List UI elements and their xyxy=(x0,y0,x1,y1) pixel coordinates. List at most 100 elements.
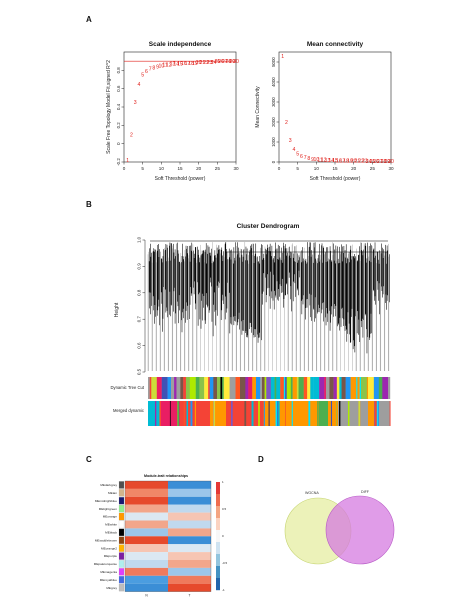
module-color-segment xyxy=(285,377,287,399)
module-color-segment xyxy=(333,377,338,399)
module-color-segment xyxy=(204,377,209,399)
heatmap-cell xyxy=(168,575,211,584)
plot-frame xyxy=(123,51,237,163)
y-tick-label: 0.8 xyxy=(137,289,142,296)
data-point-label: 16 xyxy=(181,61,187,67)
module-color-swatch xyxy=(118,536,125,544)
merged-module-segment xyxy=(213,401,214,426)
merged-module-segment xyxy=(190,401,193,426)
data-point-label: 8 xyxy=(152,65,155,71)
data-point-label: 21 xyxy=(200,60,206,66)
heatmap-cell xyxy=(168,504,211,513)
x-axis-label: Soft Threshold (power) xyxy=(310,176,361,182)
y-tick-label: -0.2 xyxy=(116,158,121,166)
module-color-segment xyxy=(266,377,272,399)
merged-module-segment xyxy=(194,401,197,426)
x-tick-label: 20 xyxy=(196,166,202,171)
data-point-label: 7 xyxy=(304,155,307,161)
module-color-segment xyxy=(378,377,383,399)
y-tick-label: 0.4 xyxy=(116,103,121,110)
module-color-segment xyxy=(213,377,218,399)
merged-module-segment xyxy=(377,401,379,426)
heatmap-cell xyxy=(125,512,168,521)
module-color-segment xyxy=(283,377,286,399)
module-color-segment xyxy=(216,377,221,399)
data-point-label: 4 xyxy=(137,82,140,88)
module-color-segment xyxy=(298,377,304,399)
heatmap-cell xyxy=(125,567,168,576)
legend-gradient-step xyxy=(216,530,220,543)
heatmap-frame xyxy=(124,480,212,592)
merged-module-segment xyxy=(169,401,171,426)
merged-module-segment xyxy=(347,401,350,426)
data-point-label: 13 xyxy=(170,62,176,68)
data-point-label: 25 xyxy=(369,159,375,165)
module-color-segment xyxy=(292,377,298,399)
merged-module-segment xyxy=(339,401,341,426)
module-row-label: MEdarkgrey xyxy=(100,483,117,487)
legend-gradient-step xyxy=(216,566,220,579)
heatmap-title: Module-trait relationships xyxy=(144,474,188,478)
heatmap-cell xyxy=(168,481,211,489)
module-color-segment xyxy=(223,377,230,399)
merged-module-segment xyxy=(251,401,254,426)
module-color-segment xyxy=(161,377,168,399)
merged-module-segment xyxy=(148,401,160,426)
venn-set-label-diff: DIFF xyxy=(361,490,370,494)
module-color-segment xyxy=(229,377,236,399)
module-color-segment xyxy=(209,377,214,399)
module-row-label: MEpaleturquoise xyxy=(94,562,117,566)
dendrogram-title: Cluster Dendrogram xyxy=(237,223,300,230)
module-color-segment xyxy=(235,377,241,399)
data-point-label: 29 xyxy=(229,59,235,65)
module-color-segment xyxy=(176,377,181,399)
module-color-segment xyxy=(245,377,249,399)
data-point-label: 25 xyxy=(214,59,220,65)
heatmap-cell xyxy=(168,512,211,521)
data-point-label: 16 xyxy=(336,158,342,164)
heatmap-color-legend: 1 0.5 0 -0.5 -1 xyxy=(216,480,228,592)
module-row-label: MElightgreen xyxy=(99,507,118,511)
data-point-label: 3 xyxy=(289,138,292,144)
merged-module-segment xyxy=(186,401,189,426)
module-row-label: MEroyalblue xyxy=(100,578,117,582)
merged-module-segment xyxy=(336,401,337,426)
merged-module-segment xyxy=(389,401,391,426)
merged-module-segment xyxy=(210,401,226,426)
y-tick-label: 4000 xyxy=(271,77,276,87)
module-color-segment xyxy=(260,377,263,399)
heatmap-cell xyxy=(125,536,168,545)
heatmap-cell xyxy=(125,528,168,537)
heatmap-cell xyxy=(125,575,168,584)
module-color-segment xyxy=(313,377,320,399)
plot-title: Scale independence xyxy=(149,41,212,48)
heatmap-cell xyxy=(125,520,168,529)
module-row-label: MEblack xyxy=(105,530,117,534)
merged-module-segment xyxy=(244,401,247,426)
mean-connectivity-plot: Mean connectivity Soft Threshold (power) M… xyxy=(255,41,394,182)
heatmap-cell xyxy=(125,552,168,560)
module-row-label: MEwhite xyxy=(105,523,117,527)
merged-module-segment xyxy=(374,401,379,426)
module-color-segment xyxy=(366,377,369,399)
module-color-segment xyxy=(310,377,314,399)
module-color-swatch xyxy=(118,560,125,568)
module-color-swatch xyxy=(118,576,125,584)
data-point-label: 28 xyxy=(381,159,387,165)
heatmap-cell xyxy=(125,544,168,553)
x-tick-label: 25 xyxy=(370,166,376,171)
module-color-segment xyxy=(195,377,200,399)
panel-label-d: D xyxy=(258,455,264,464)
module-color-segment xyxy=(170,377,175,399)
merged-module-segment xyxy=(379,401,390,426)
heatmap-cell xyxy=(168,583,211,592)
x-tick-label: 15 xyxy=(332,166,338,171)
data-point-label: 6 xyxy=(145,69,148,75)
module-color-segment xyxy=(329,377,334,399)
data-point-label: 1 xyxy=(281,54,284,60)
module-color-segment xyxy=(252,377,257,399)
module-color-segment xyxy=(345,377,351,399)
heatmap-cell xyxy=(168,560,211,568)
legend-gradient-step xyxy=(216,506,220,519)
data-point-label: 22 xyxy=(358,159,364,165)
